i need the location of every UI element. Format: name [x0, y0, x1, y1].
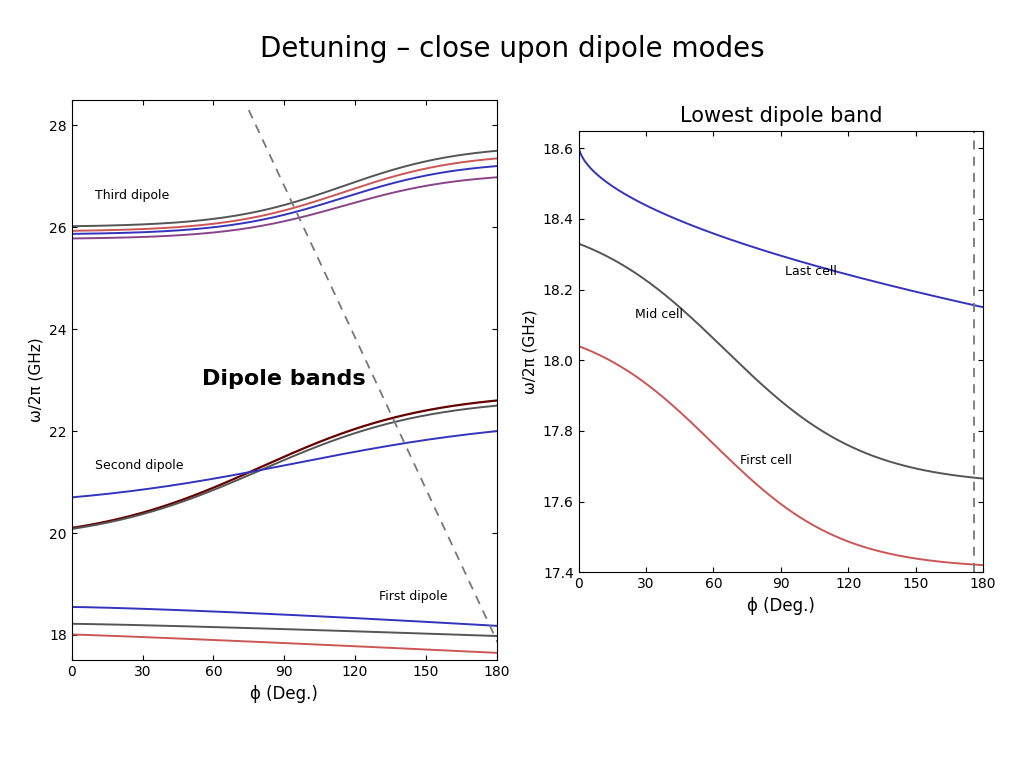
Text: Mid cell: Mid cell	[635, 308, 683, 321]
Text: First dipole: First dipole	[379, 591, 447, 604]
Text: Dipole bands: Dipole bands	[202, 369, 366, 389]
Text: Third dipole: Third dipole	[95, 189, 170, 202]
X-axis label: ϕ (Deg.): ϕ (Deg.)	[250, 685, 318, 703]
Text: Last cell: Last cell	[785, 266, 838, 279]
Text: Detuning – close upon dipole modes: Detuning – close upon dipole modes	[260, 35, 764, 62]
Y-axis label: ω/2π (GHz): ω/2π (GHz)	[522, 309, 538, 394]
Text: Second dipole: Second dipole	[95, 459, 183, 472]
Text: First cell: First cell	[740, 455, 793, 468]
Title: Lowest dipole band: Lowest dipole band	[680, 106, 882, 126]
Y-axis label: ω/2π (GHz): ω/2π (GHz)	[29, 338, 43, 422]
X-axis label: ϕ (Deg.): ϕ (Deg.)	[746, 597, 815, 614]
